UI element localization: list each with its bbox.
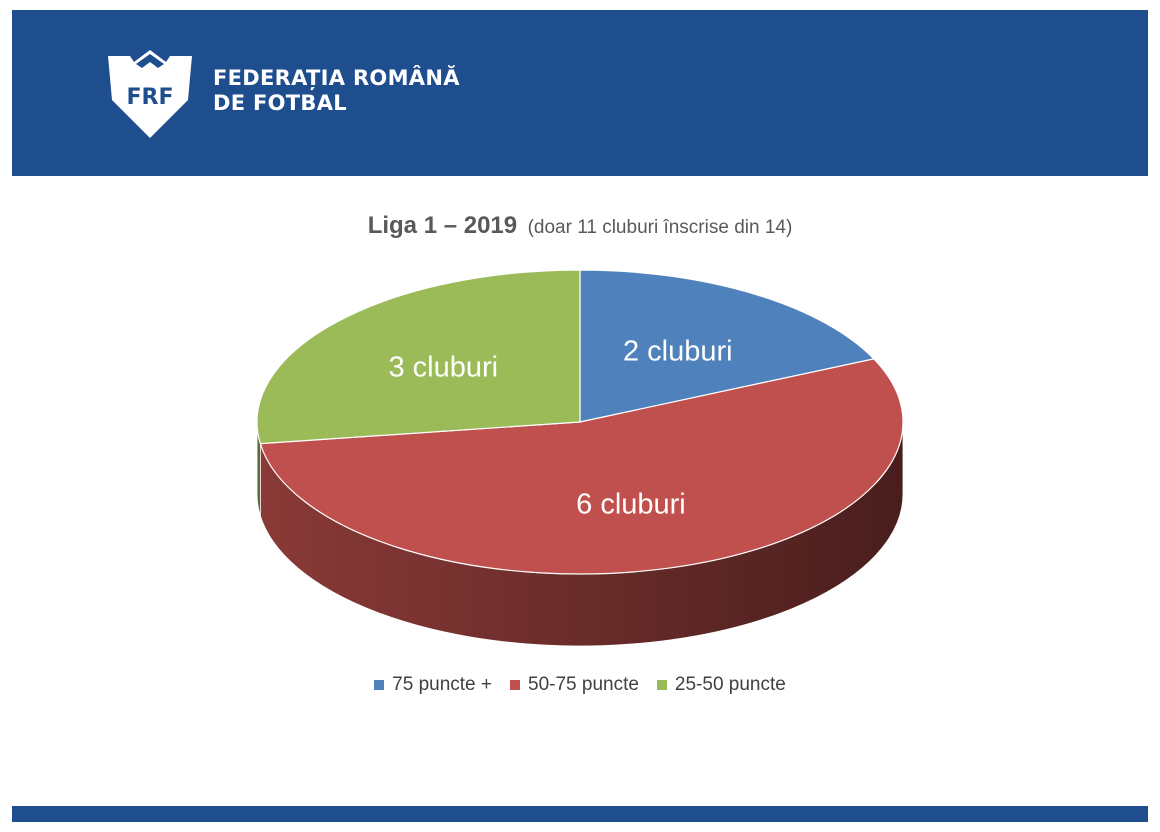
pie-slice — [259, 358, 904, 575]
org-name-line1: FEDERAȚIA ROMÂNĂ — [213, 66, 460, 90]
pie-slice — [256, 269, 581, 445]
org-name-line2: DE FOTBAL — [213, 91, 347, 115]
legend-swatch — [374, 680, 385, 690]
legend-swatch — [510, 680, 520, 690]
legend-label: 50-75 puncte — [528, 674, 639, 695]
pie-data-label: 2 cluburi — [623, 335, 733, 367]
legend-label: 25-50 puncte — [674, 674, 786, 695]
top-banner — [12, 10, 1148, 176]
legend-item: 50-75 puncte — [510, 674, 639, 696]
chart-title: Liga 1 – 2019 (doar 11 cluburi înscrise … — [0, 212, 1160, 240]
logo-text: FRF — [127, 85, 174, 110]
pie-data-label: 6 cluburi — [576, 489, 686, 521]
legend-item: 75 puncte + — [374, 674, 492, 696]
pie-data-label: 3 cluburi — [388, 351, 498, 383]
chart-legend: 75 puncte + 50-75 puncte 25-50 puncte — [0, 674, 1160, 696]
chart-title-main: Liga 1 – 2019 — [367, 212, 518, 239]
legend-swatch — [656, 680, 667, 690]
frf-logo: FRF — [108, 50, 192, 138]
legend-label: 75 puncte + — [392, 674, 492, 695]
legend-item: 25-50 puncte — [656, 674, 786, 696]
pie-slice — [579, 269, 875, 423]
bottom-bar — [12, 806, 1148, 822]
chart-subtitle: (doar 11 cluburi înscrise din 14) — [527, 217, 793, 238]
org-name: FEDERAȚIA ROMÂNĂ DE FOTBAL — [213, 66, 460, 116]
